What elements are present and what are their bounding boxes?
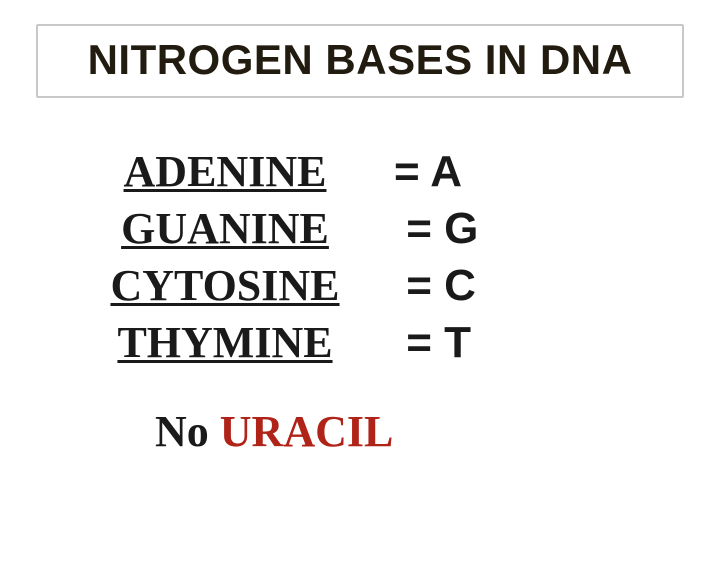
base-equation: = G bbox=[394, 204, 478, 254]
bases-list: ADENINE = A GUANINE = G CYTOSINE = C THY… bbox=[60, 146, 660, 368]
base-symbol: A bbox=[430, 147, 462, 196]
base-symbol: T bbox=[444, 318, 471, 367]
base-row: ADENINE = A bbox=[60, 146, 660, 197]
base-name-adenine: ADENINE bbox=[60, 146, 390, 197]
base-equation: = A bbox=[394, 147, 462, 197]
base-equation: = T bbox=[394, 318, 471, 368]
title-container: NITROGEN BASES IN DNA bbox=[36, 24, 684, 98]
base-name-guanine: GUANINE bbox=[60, 203, 390, 254]
base-equation: = C bbox=[394, 261, 476, 311]
footer-note: No URACIL bbox=[0, 406, 720, 457]
base-row: THYMINE = T bbox=[60, 317, 660, 368]
slide-title: NITROGEN BASES IN DNA bbox=[56, 36, 664, 84]
base-name-cytosine: CYTOSINE bbox=[60, 260, 390, 311]
base-name-thymine: THYMINE bbox=[60, 317, 390, 368]
base-symbol: C bbox=[444, 261, 476, 310]
base-row: CYTOSINE = C bbox=[60, 260, 660, 311]
footer-prefix: No bbox=[155, 407, 220, 456]
base-symbol: G bbox=[444, 204, 478, 253]
base-row: GUANINE = G bbox=[60, 203, 660, 254]
footer-highlight: URACIL bbox=[220, 407, 394, 456]
